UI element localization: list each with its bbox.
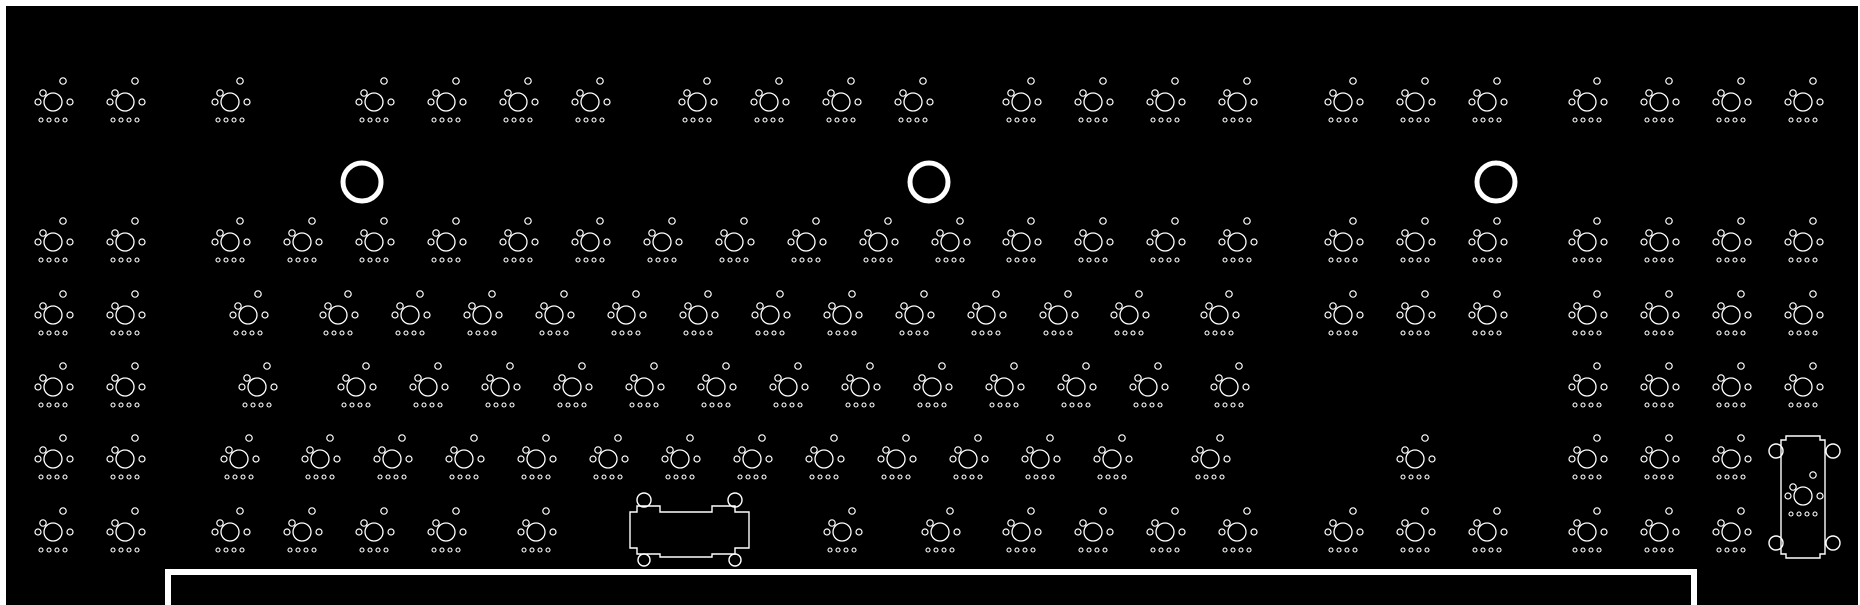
stabilizer-wire-hole [1768, 443, 1784, 459]
stabilizer-wire-hole [1825, 443, 1841, 459]
stabilizer-wire-hole [728, 553, 742, 567]
mounting-hole-icon [1474, 160, 1518, 204]
mounting-holes [340, 160, 1518, 204]
stabilizer-wire-hole [727, 492, 743, 508]
stabilizer-wire-hole [637, 553, 651, 567]
mounting-hole-icon [340, 160, 384, 204]
plate-background [6, 6, 1858, 605]
mounting-hole-icon [907, 160, 951, 204]
plate-bottom-edge [165, 569, 1697, 605]
stabilizers [629, 435, 1841, 567]
numpad-enter-stabilizer [1780, 435, 1826, 559]
stabilizer-wire-hole [636, 492, 652, 508]
stabilizer-wire-hole [1768, 535, 1784, 551]
stabilizer-wire-hole [1825, 535, 1841, 551]
